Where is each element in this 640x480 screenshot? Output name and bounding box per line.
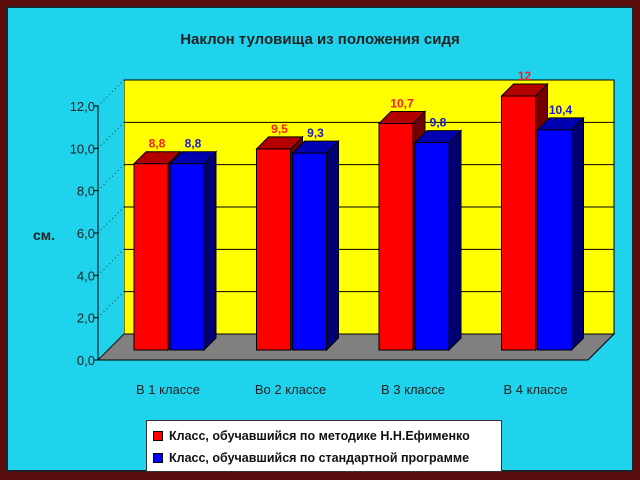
- data-label: 10,4: [549, 103, 573, 117]
- bar-side: [571, 116, 584, 352]
- chart-title: Наклон туловища из положения сидя: [180, 31, 460, 48]
- y-tick-label: 4,0: [77, 268, 95, 283]
- y-tick-label: 8,0: [77, 184, 95, 199]
- bar: [414, 142, 450, 351]
- slide: Наклон туловища из положения сидя см. 0,…: [6, 6, 634, 472]
- legend-item-standard: Класс, обучавшийся по стандартной програ…: [153, 447, 495, 469]
- y-tick-label: 12,0: [70, 99, 95, 114]
- bar: [292, 152, 327, 351]
- x-tick-label: В 3 классе: [381, 382, 445, 397]
- data-label: 10,7: [390, 97, 414, 111]
- plot-area: 0,0 2,0 4,0 6,0 8,0 10,0 12,0 8,8 8,8 В 1 классе 9…: [70, 69, 616, 397]
- x-tick-label: В 1 классе: [136, 382, 200, 397]
- x-tick-label: В 4 классе: [503, 382, 567, 397]
- chart-side-wall: [98, 80, 124, 360]
- data-label: 8,8: [149, 137, 166, 151]
- bar-side: [203, 150, 217, 352]
- legend-swatch-red: [153, 431, 163, 441]
- data-label: 8,8: [185, 137, 202, 151]
- bar: [256, 148, 291, 351]
- bar: [537, 129, 572, 351]
- y-tick-label: 10,0: [70, 141, 95, 156]
- legend-label-standard: Класс, обучавшийся по стандартной програ…: [169, 451, 470, 465]
- data-label: 9,3: [307, 126, 324, 140]
- x-tick-label: Во 2 классе: [255, 382, 326, 397]
- bar: [133, 163, 169, 351]
- data-label: 9,5: [271, 122, 288, 136]
- bar: [378, 123, 414, 351]
- bar-side: [326, 139, 339, 352]
- legend: Класс, обучавшийся по методике Н.Н.Ефиме…: [146, 420, 502, 472]
- legend-swatch-blue: [153, 453, 163, 463]
- bar-side: [448, 129, 462, 352]
- legend-item-method: Класс, обучавшийся по методике Н.Н.Ефиме…: [153, 425, 495, 447]
- chart: Наклон туловища из положения сидя см. 0,…: [33, 31, 616, 397]
- y-tick-label: 2,0: [77, 311, 95, 326]
- legend-label-method: Класс, обучавшийся по методике Н.Н.Ефиме…: [169, 429, 470, 443]
- data-label: 12: [518, 69, 532, 83]
- y-tick-label: 6,0: [77, 226, 95, 241]
- y-axis-label: см.: [33, 227, 55, 243]
- y-tick-label: 0,0: [77, 353, 95, 368]
- bar: [169, 163, 205, 351]
- bar: [501, 95, 536, 351]
- data-label: 9,8: [430, 116, 447, 130]
